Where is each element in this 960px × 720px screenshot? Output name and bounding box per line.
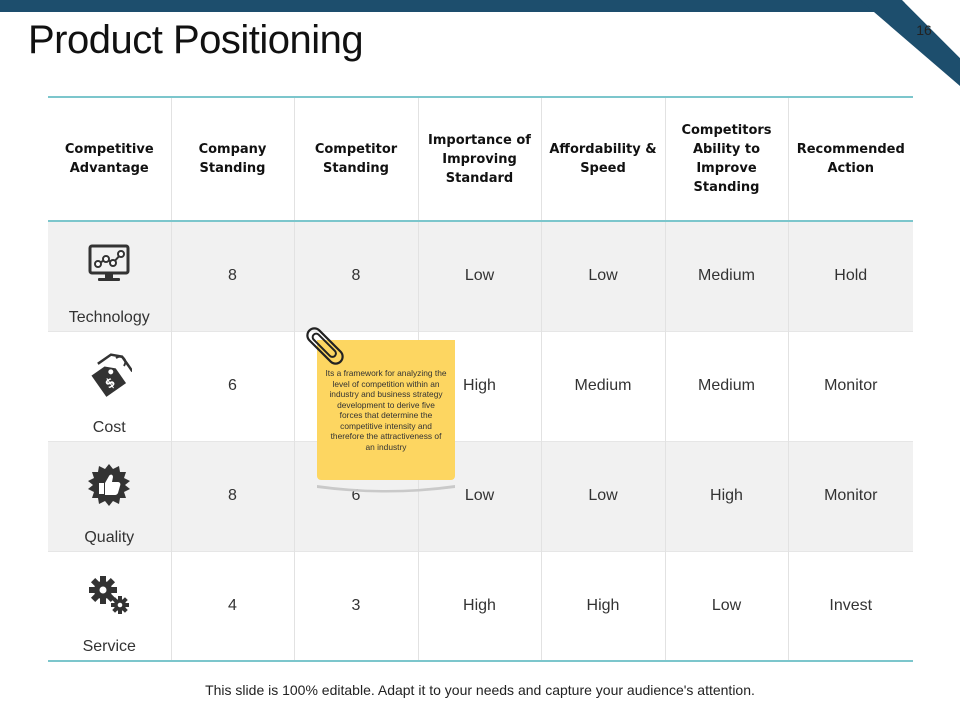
competitor-standing-cell: 8 [293, 221, 418, 331]
recommended-action-cell: Invest [787, 550, 913, 662]
header-competitive-advantage: Competitive Advantage [48, 96, 171, 222]
header-affordability: Affordability & Speed [540, 96, 665, 222]
affordability-cell: Medium [540, 330, 665, 441]
category-label: Service [82, 638, 136, 655]
importance-cell: High [417, 550, 541, 662]
sticky-note-text: Its a framework for analyzing the level … [325, 368, 447, 452]
corner-ribbon [860, 0, 960, 86]
table-row: Quality 8 6 Low Low High Monitor [48, 440, 913, 551]
header-competitors-ability: Competitors Ability to Improve Standing [664, 96, 788, 222]
affordability-cell: Low [540, 440, 665, 551]
category-cell: Quality [48, 440, 171, 551]
affordability-cell: Low [540, 221, 665, 331]
footer-note: This slide is 100% editable. Adapt it to… [205, 682, 755, 698]
sticky-note: Its a framework for analyzing the level … [306, 327, 455, 498]
header-company-standing: Company Standing [170, 96, 294, 222]
gears-icon [89, 575, 130, 614]
recommended-action-cell: Hold [787, 221, 913, 331]
sticky-note-paper: Its a framework for analyzing the level … [317, 340, 455, 480]
category-label: Technology [68, 308, 150, 326]
company-standing-cell: 8 [170, 221, 294, 331]
thumbs-up-badge-icon [88, 463, 131, 506]
competitors-ability-cell: Medium [664, 330, 788, 441]
affordability-cell: High [540, 550, 665, 662]
dollar-tag-icon: $ [91, 352, 133, 397]
table-row: Technology 8 8 Low Low Medium Hold [48, 221, 913, 331]
company-standing-cell: 6 [170, 330, 294, 441]
sticky-note-curl [317, 485, 455, 493]
competitors-ability-cell: Low [664, 550, 788, 662]
recommended-action-cell: Monitor [787, 440, 913, 551]
positioning-table: Competitive Advantage Company Standing C… [48, 96, 913, 662]
header-competitor-standing: Competitor Standing [293, 96, 418, 222]
competitor-standing-cell: 3 [293, 550, 418, 662]
table-header-row: Competitive Advantage Company Standing C… [48, 96, 913, 222]
recommended-action-cell: Monitor [787, 330, 913, 441]
company-standing-cell: 4 [170, 550, 294, 662]
top-accent-bar [0, 0, 905, 12]
slide-title: Product Positioning [28, 18, 364, 62]
table-row: Service 4 3 High High Low Invest [48, 550, 913, 662]
page-number: 16 [916, 22, 932, 38]
category-cell: Service [48, 550, 171, 662]
table-row: $ Cost 6 High Medium Medium Monitor [48, 330, 913, 441]
monitor-network-icon [88, 244, 130, 281]
importance-cell: Low [417, 221, 541, 331]
competitors-ability-cell: Medium [664, 221, 788, 331]
company-standing-cell: 8 [170, 440, 294, 551]
paperclip-icon [306, 327, 344, 365]
header-recommended-action: Recommended Action [787, 96, 913, 222]
category-label: Cost [92, 418, 126, 436]
category-cell: $ Cost [48, 330, 171, 441]
category-cell: Technology [48, 221, 171, 331]
competitors-ability-cell: High [664, 440, 788, 551]
importance-cell: Low [417, 440, 541, 551]
header-importance: Importance of Improving Standard [417, 96, 541, 222]
category-label: Quality [84, 528, 135, 546]
